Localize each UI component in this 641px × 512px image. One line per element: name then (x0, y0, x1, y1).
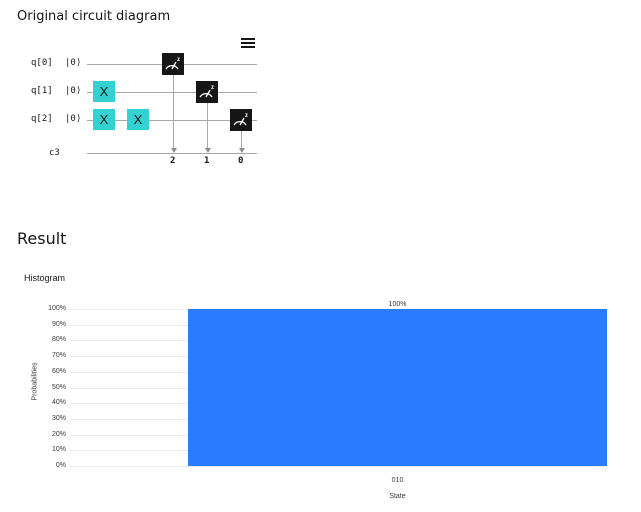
qubit-1-state: |0⟩ (65, 86, 82, 96)
menu-icon[interactable] (241, 38, 255, 50)
measure-gate-q0[interactable]: z (162, 53, 184, 75)
arrow-down-icon (171, 148, 177, 153)
x-axis-label: State (389, 493, 406, 500)
x-gate-q2-second[interactable]: X (127, 109, 149, 130)
svg-text:z: z (177, 57, 180, 63)
x-gate-q2-first[interactable]: X (93, 109, 115, 130)
arrow-down-icon (239, 148, 245, 153)
y-axis-label: Probabilities (31, 362, 39, 401)
y-tick-label: 40% (51, 399, 66, 407)
y-tick-label: 80% (51, 336, 66, 344)
measure-line-q1 (207, 103, 208, 148)
bar-data-label: 100% (388, 301, 407, 308)
circuit-title: Original circuit diagram (17, 9, 171, 24)
measure-line-q0 (173, 75, 174, 148)
qubit-2-state: |0⟩ (65, 114, 82, 124)
y-tick-label: 30% (51, 414, 66, 422)
y-tick-label: 10% (51, 446, 66, 454)
qubit-2-wire (87, 120, 257, 121)
y-tick-label: 20% (51, 430, 66, 438)
y-tick-label: 90% (51, 320, 66, 328)
measure-gate-q1[interactable]: z (196, 81, 218, 103)
svg-text:z: z (245, 113, 248, 119)
qubit-0-state: |0⟩ (65, 58, 82, 68)
result-title: Result (17, 229, 67, 248)
qubit-1-wire (87, 92, 257, 93)
measure-gate-q2[interactable]: z (230, 109, 252, 131)
svg-text:z: z (211, 85, 214, 91)
classical-bit-index: 2 (170, 156, 176, 166)
qubit-0-label: q[0] (31, 58, 53, 68)
histogram-title: Histogram (24, 273, 66, 283)
x-tick-label: 010 (391, 477, 404, 484)
classical-register-label: c3 (49, 148, 60, 158)
qubit-1-label: q[1] (31, 86, 53, 96)
y-tick-label: 100% (48, 305, 66, 312)
qubit-2-label: q[2] (31, 114, 53, 124)
measure-icon: z (199, 85, 214, 98)
grid-line (70, 466, 607, 467)
classical-bit-index: 0 (238, 156, 244, 166)
y-tick-label: 0% (55, 462, 66, 469)
x-gate-q1[interactable]: X (93, 81, 115, 102)
bar-010[interactable] (188, 309, 607, 466)
classical-bit-index: 1 (204, 156, 210, 166)
arrow-down-icon (205, 148, 211, 153)
y-tick-label: 70% (51, 352, 66, 360)
measure-line-q2 (241, 131, 242, 148)
measure-icon: z (165, 57, 180, 70)
measure-icon: z (233, 113, 248, 126)
y-tick-label: 50% (51, 383, 66, 391)
classical-wire (87, 153, 257, 154)
y-tick-label: 60% (51, 367, 66, 375)
